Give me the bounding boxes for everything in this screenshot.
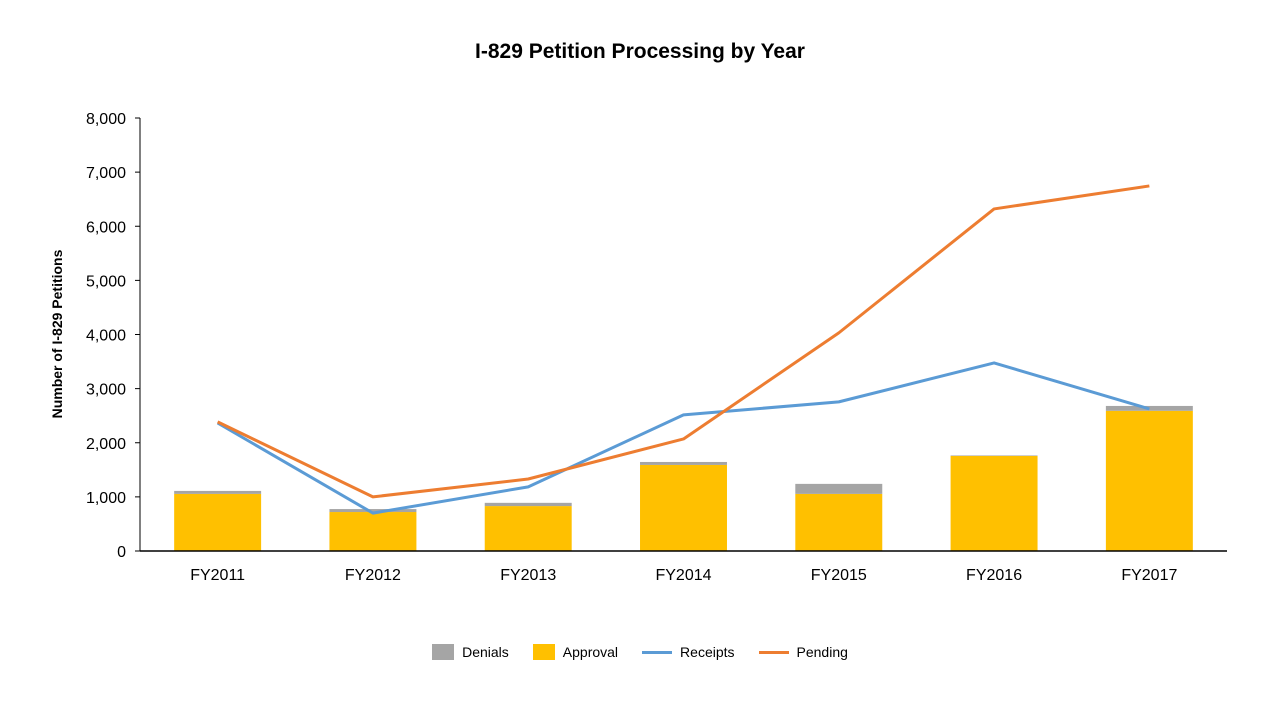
legend-label: Receipts [680, 644, 735, 660]
y-axis-label: Number of I-829 Petitions [49, 249, 65, 418]
bars [174, 405, 1193, 551]
line-receipts [216, 361, 1150, 515]
bar-denials-fy2014 [640, 461, 727, 465]
x-tick-label: FY2012 [345, 567, 401, 584]
bar-denials-fy2013 [484, 502, 572, 507]
y-tick-label: 2,000 [86, 436, 126, 453]
legend-swatch [758, 650, 789, 654]
x-tick-label: FY2013 [500, 567, 556, 584]
y-tick-label: 3,000 [86, 382, 126, 399]
bar-approval-fy2015 [795, 493, 883, 551]
y-tick-label: 5,000 [86, 273, 126, 290]
x-axis-labels: FY2011 FY2012 FY2013 FY2014 FY2015 FY2016 FY20… [190, 567, 1177, 584]
line-pending [216, 184, 1150, 499]
legend: Denials Approval Receipts Pending [0, 644, 1280, 660]
y-tick-label: 0 [117, 544, 126, 561]
legend-swatch [532, 644, 555, 660]
x-tick-label: FY2015 [811, 567, 867, 584]
legend-swatch [642, 650, 673, 654]
legend-item-approval: Approval [532, 644, 619, 660]
legend-label: Pending [796, 644, 848, 660]
lines [216, 184, 1150, 515]
y-tick-label: 4,000 [86, 328, 126, 345]
legend-item-denials: Denials [432, 644, 509, 660]
chart-title: I-829 Petition Processing by Year [475, 40, 805, 63]
x-tick-label: FY2014 [655, 567, 711, 584]
y-tick-label: 1,000 [86, 490, 126, 507]
legend-item-receipts: Receipts [642, 644, 735, 660]
legend-item-pending: Pending [758, 644, 848, 660]
legend-swatch [432, 644, 455, 660]
bar-approval-fy2011 [174, 493, 262, 551]
y-tick-label: 6,000 [86, 219, 126, 236]
x-tick-label: FY2017 [1121, 567, 1177, 584]
x-tick-label: FY2016 [966, 567, 1022, 584]
bar-approval-fy2013 [484, 506, 572, 551]
bar-denials-fy2012 [329, 509, 417, 513]
bar-approval-fy2017 [1105, 410, 1193, 551]
y-tick-label: 7,000 [86, 165, 126, 182]
bar-denials-fy2015 [795, 483, 883, 494]
y-tick-label: 8,000 [86, 111, 126, 128]
x-tick-label: FY2011 [190, 567, 245, 584]
bar-approval-fy2014 [640, 464, 727, 551]
bar-denials-fy2016 [950, 455, 1038, 457]
y-axis-ticks: 0 1,000 2,000 3,000 4,000 5,000 6,000 7,000 8,00… [86, 111, 140, 561]
bar-approval-fy2012 [329, 512, 417, 551]
bar-approval-fy2016 [950, 456, 1038, 551]
legend-label: Approval [562, 644, 619, 660]
legend-label: Denials [462, 644, 509, 660]
bar-denials-fy2011 [174, 490, 262, 494]
